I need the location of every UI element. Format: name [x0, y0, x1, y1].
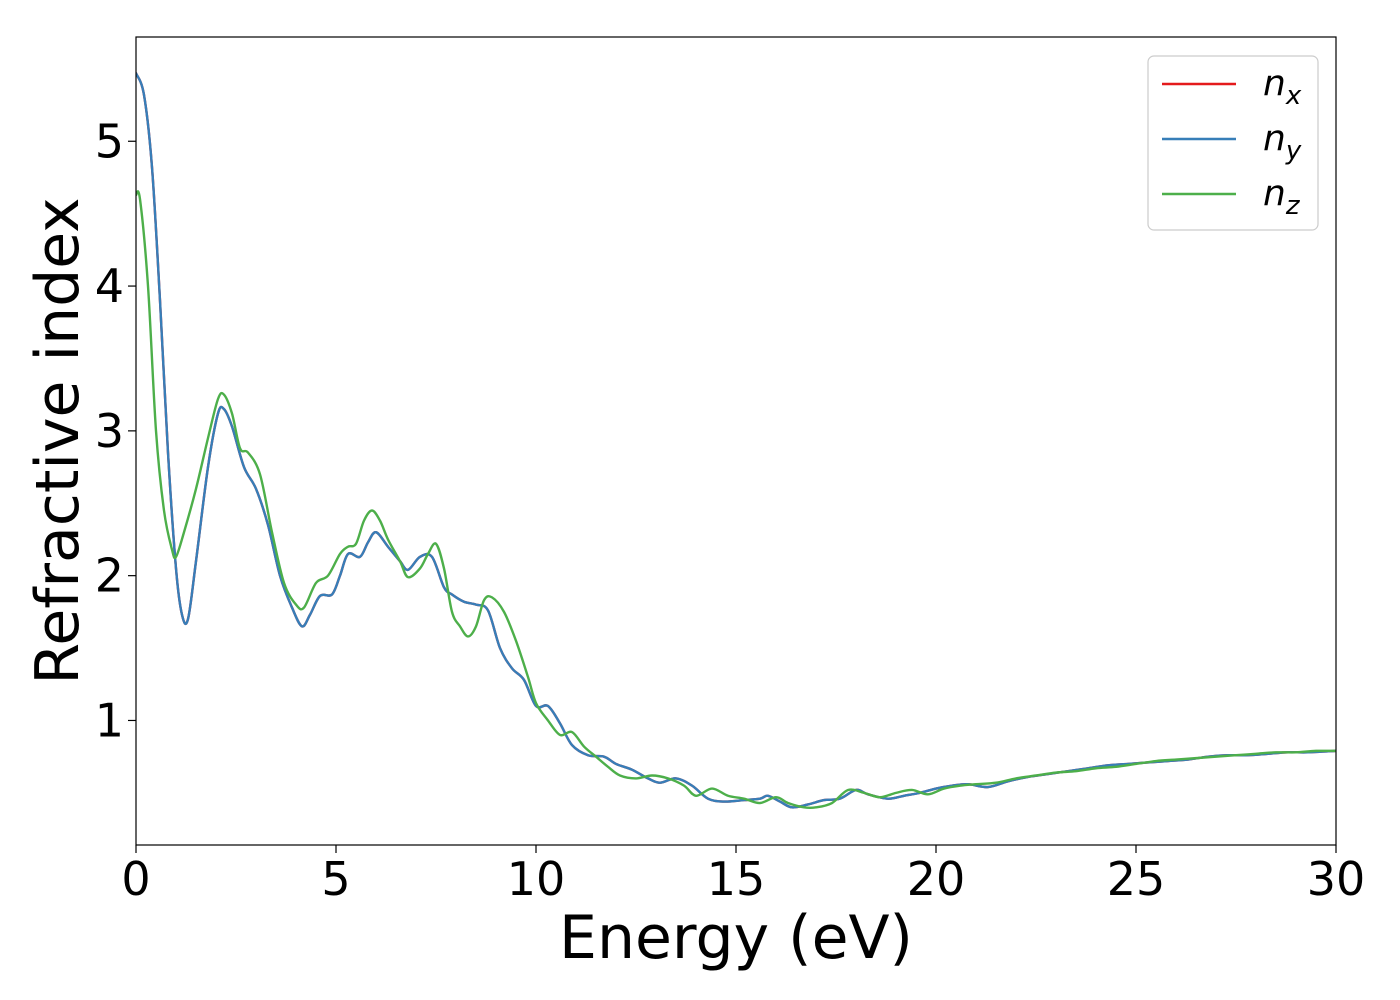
x-axis-ticks: 0 5 10 15 20 25 30	[121, 845, 1365, 906]
y-tick-label: 3	[95, 404, 124, 458]
series-lines	[136, 72, 1336, 810]
y-axis-ticks: 1 2 3 4 5	[95, 114, 136, 747]
legend-box	[1147, 55, 1319, 231]
legend-label-ny: ny	[1263, 118, 1302, 166]
y-tick-label: 5	[95, 114, 124, 168]
series-line-nz	[136, 190, 1336, 810]
x-tick-label: 25	[1107, 852, 1166, 906]
y-tick-label: 4	[95, 259, 124, 313]
x-tick-label: 15	[707, 852, 766, 906]
x-axis-title: Energy (eV)	[559, 903, 913, 973]
x-tick-label: 20	[907, 852, 966, 906]
legend-label-nx: nx	[1263, 63, 1302, 111]
y-tick-label: 1	[95, 693, 124, 747]
x-tick-label: 5	[321, 852, 350, 906]
legend-label-nz: nz	[1263, 173, 1301, 221]
y-axis-title: Refractive index	[23, 197, 93, 684]
x-tick-label: 30	[1307, 852, 1366, 906]
y-tick-label: 2	[95, 549, 124, 603]
x-tick-label: 0	[121, 852, 150, 906]
x-tick-label: 10	[507, 852, 566, 906]
legend: nx ny nz	[1147, 55, 1319, 231]
